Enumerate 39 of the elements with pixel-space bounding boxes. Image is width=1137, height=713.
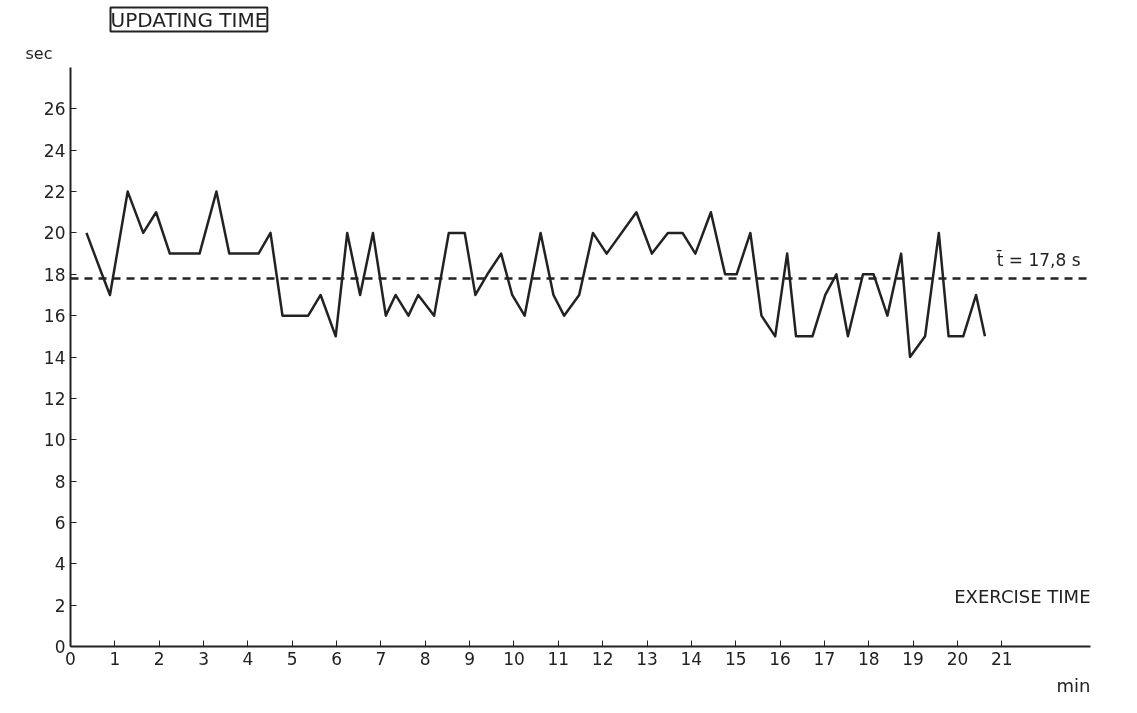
y-axis-title: sec bbox=[25, 43, 53, 63]
x-tick-label: 18 bbox=[857, 648, 880, 669]
x-tick-label: 8 bbox=[419, 648, 431, 669]
y-tick-label: 20 bbox=[43, 223, 66, 244]
y-tick-label: 10 bbox=[43, 430, 66, 451]
x-tick-label: 14 bbox=[680, 648, 703, 669]
x-tick-label: 1 bbox=[109, 648, 121, 669]
y-tick-label: 2 bbox=[54, 595, 66, 616]
x-tick-label: 17 bbox=[813, 648, 836, 669]
x-tick-label: 5 bbox=[286, 648, 298, 669]
x-tick-label: 6 bbox=[331, 648, 343, 669]
y-tick-label: 16 bbox=[43, 306, 66, 327]
x-tick-label: 15 bbox=[724, 648, 747, 669]
annotation: EXERCISE TIME bbox=[954, 585, 1091, 607]
y-tick-label: 12 bbox=[43, 388, 66, 409]
y-tick-label: 8 bbox=[54, 471, 66, 492]
chart-title: UPDATING TIME bbox=[110, 7, 268, 32]
x-tick-label: 7 bbox=[375, 648, 387, 669]
ref-line-label: t̄ = 17,8 s bbox=[996, 249, 1081, 271]
x-axis-title: min bbox=[1056, 674, 1091, 696]
x-tick-label: 3 bbox=[198, 648, 209, 669]
x-tick-label: 2 bbox=[153, 648, 165, 669]
y-tick-label: 18 bbox=[43, 264, 66, 285]
x-tick-label: 21 bbox=[990, 648, 1013, 669]
x-tick-label: 11 bbox=[547, 648, 570, 669]
x-tick-label: 10 bbox=[503, 648, 525, 669]
y-tick-label: 4 bbox=[54, 554, 66, 575]
x-tick-label: 4 bbox=[242, 648, 254, 669]
x-tick-label: 12 bbox=[591, 648, 614, 669]
y-tick-label: 14 bbox=[43, 347, 66, 368]
x-tick-label: 9 bbox=[464, 648, 476, 669]
y-tick-label: 6 bbox=[54, 512, 66, 533]
y-tick-label: 24 bbox=[43, 140, 66, 161]
x-tick-label: 20 bbox=[946, 648, 969, 669]
y-tick-label: 22 bbox=[43, 182, 66, 203]
x-tick-label: 19 bbox=[902, 648, 924, 669]
y-tick-label: 26 bbox=[43, 99, 66, 120]
x-tick-label: 13 bbox=[636, 648, 658, 669]
x-tick-label: 16 bbox=[769, 648, 791, 669]
